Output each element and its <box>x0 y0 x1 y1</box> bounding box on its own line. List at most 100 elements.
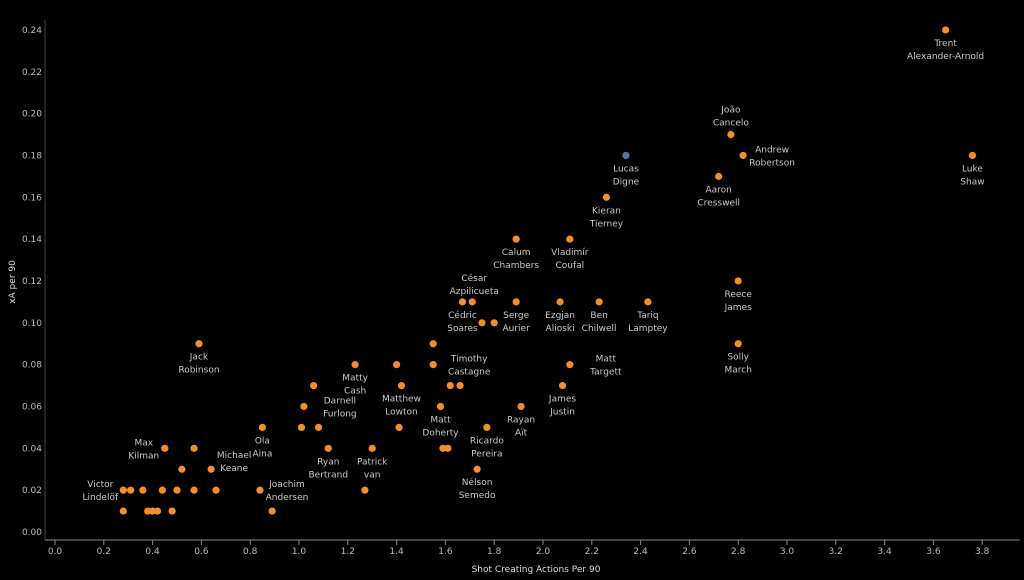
point-label: Darnell Furlong <box>323 396 357 419</box>
point-label: Max Kilman <box>128 438 159 461</box>
data-point[interactable] <box>517 402 525 411</box>
data-point[interactable] <box>314 423 323 431</box>
data-point[interactable] <box>446 381 454 390</box>
point-label-line: Trent <box>933 39 957 49</box>
point-label-line: Cresswell <box>697 198 740 208</box>
data-point[interactable] <box>644 298 652 306</box>
data-point[interactable] <box>566 235 574 243</box>
x-tick-label: 3.6 <box>926 547 941 557</box>
point-label: Matt Doherty <box>422 415 459 438</box>
data-point[interactable] <box>300 402 308 411</box>
data-point[interactable] <box>739 151 747 160</box>
data-point[interactable] <box>256 486 264 494</box>
point-label-line: Robinson <box>178 366 219 376</box>
x-tick-label: 0.8 <box>243 547 258 557</box>
data-point[interactable] <box>397 381 406 390</box>
point-label-line: Ryan <box>317 457 339 467</box>
data-point[interactable] <box>195 340 203 348</box>
point-label-line: Kilman <box>128 451 159 461</box>
data-point[interactable] <box>512 235 520 243</box>
data-point[interactable] <box>310 381 318 390</box>
data-point[interactable] <box>968 151 977 160</box>
point-label: João Cancelo <box>713 106 749 129</box>
point-label: Trent Alexander-Arnold <box>907 39 984 62</box>
data-point[interactable] <box>119 486 127 494</box>
data-point[interactable] <box>556 298 564 306</box>
data-point[interactable] <box>734 340 742 348</box>
point-label-line: Cancelo <box>713 119 749 129</box>
data-point[interactable] <box>558 381 567 390</box>
data-point[interactable] <box>351 361 359 369</box>
x-tick-label: 1.0 <box>292 547 307 557</box>
data-point[interactable] <box>942 26 950 34</box>
data-point[interactable] <box>258 423 266 431</box>
data-point[interactable] <box>139 486 147 494</box>
data-point[interactable] <box>483 423 491 431</box>
y-tick-label: 0.00 <box>22 528 42 538</box>
data-point[interactable] <box>127 486 135 494</box>
data-point[interactable] <box>178 465 186 473</box>
x-tick-label: 2.2 <box>585 547 599 557</box>
x-tick-label: 0.0 <box>48 547 63 557</box>
data-point[interactable] <box>212 486 220 494</box>
data-point[interactable] <box>429 361 437 369</box>
data-point[interactable] <box>727 130 735 139</box>
point-label-line: Matt <box>430 415 451 425</box>
data-point[interactable] <box>168 507 176 515</box>
point-label-line: Lamptey <box>628 324 668 334</box>
data-point[interactable] <box>444 444 452 452</box>
point-label-line: Lowton <box>385 408 417 418</box>
data-point[interactable] <box>458 298 467 306</box>
data-point[interactable] <box>268 507 276 515</box>
point-label-line: Ricardo <box>470 436 504 446</box>
x-tick-label: 3.0 <box>780 547 795 557</box>
data-point[interactable] <box>490 319 498 327</box>
point-label-line: James <box>548 395 576 405</box>
data-point[interactable] <box>173 486 181 494</box>
data-point[interactable] <box>297 423 306 431</box>
data-point[interactable] <box>207 465 215 473</box>
point-label-line: Keane <box>220 464 248 474</box>
data-point[interactable] <box>602 193 611 201</box>
data-point[interactable] <box>595 298 603 306</box>
x-tick-label: 0.4 <box>145 547 160 557</box>
point-label: Luke Shaw <box>960 164 984 187</box>
data-point[interactable] <box>566 361 574 369</box>
point-label: Ben Chilwell <box>582 311 617 334</box>
data-point[interactable] <box>456 381 464 390</box>
point-label-line: Nélson <box>462 477 493 488</box>
data-point[interactable] <box>393 361 401 369</box>
point-label-line: Tariq <box>636 311 658 321</box>
data-point[interactable] <box>161 444 169 452</box>
data-point[interactable] <box>436 402 445 411</box>
data-point[interactable] <box>512 298 520 306</box>
data-point[interactable] <box>468 298 476 306</box>
point-label-line: Ben <box>590 311 607 321</box>
point-label-line: Aurier <box>503 324 531 334</box>
data-point[interactable] <box>473 465 481 473</box>
data-point[interactable] <box>622 151 630 160</box>
data-point[interactable] <box>119 507 127 515</box>
data-point[interactable] <box>324 444 332 452</box>
x-tick-label: 1.2 <box>341 547 355 557</box>
x-tick-label: 2.6 <box>682 547 697 557</box>
point-label-line: Luke <box>962 164 983 174</box>
y-tick-label: 0.16 <box>22 193 42 203</box>
point-label: Ryan Bertrand <box>308 457 348 480</box>
data-point[interactable] <box>429 340 437 348</box>
data-point[interactable] <box>395 423 403 431</box>
data-point[interactable] <box>715 172 723 180</box>
point-label-line: Aaron <box>705 185 731 195</box>
data-point[interactable] <box>368 444 376 452</box>
point-label-line: Darnell <box>324 396 356 406</box>
y-tick-label: 0.08 <box>22 361 42 371</box>
data-point[interactable] <box>158 486 166 494</box>
data-point[interactable] <box>361 486 369 494</box>
data-point[interactable] <box>478 319 486 327</box>
data-point[interactable] <box>153 507 162 515</box>
data-point[interactable] <box>190 486 198 494</box>
data-point[interactable] <box>734 277 742 285</box>
point-label-line: César <box>461 273 487 284</box>
data-point[interactable] <box>190 444 198 452</box>
